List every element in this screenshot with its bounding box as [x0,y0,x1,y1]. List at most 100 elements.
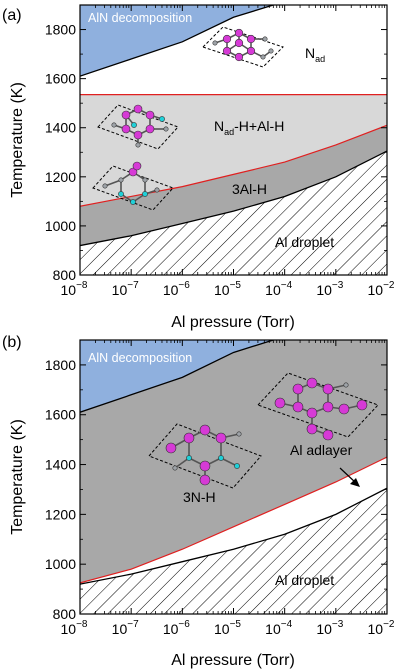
n-atom [246,46,256,56]
al-atom [118,177,124,183]
region-b-n-h [80,340,387,583]
x-tick-label: 10−7 [112,619,139,637]
y-tick-label: 1400 [45,457,76,473]
n-atom [322,429,334,441]
al-atom [111,122,117,128]
x-axis-label-b: Al pressure (Torr) [171,652,295,669]
unit-cell-outline [257,372,379,438]
y-tick-label: 1800 [45,357,76,373]
h-atom [186,455,192,461]
h-atom [142,191,148,197]
al-atom [135,142,141,148]
al-atom [260,54,266,60]
x-tick-label: 10−5 [214,280,241,298]
n-atom [145,124,155,134]
label-a-nad-h: Nad-H+Al-H [214,118,284,137]
x-tick-label: 10−5 [214,619,241,637]
n-atom [234,28,244,38]
y-tick-label: 800 [53,267,77,283]
n-atom [132,161,142,171]
x-tick-label: 10−4 [265,619,292,637]
n-atom [215,432,227,444]
al-atom [236,431,242,437]
n-atom [199,474,211,486]
structure-inset-n-h [148,423,262,489]
h-atom [159,116,165,122]
panel-b: (b) 10−8 10−7 10−6 10−5 10−4 10−3 10−2 800 1000… [2,334,395,669]
label-a-nad: Nad [305,45,325,64]
structure-inset-nad-h [97,104,179,150]
region-b-droplet [80,488,387,614]
x-tick-label: 10−7 [112,280,139,298]
h-atom [234,463,240,469]
n-atom [222,34,232,44]
n-atom [246,34,256,44]
x-tick-label: 10−2 [368,619,395,637]
line-b-droplet [80,487,387,585]
h-atom [118,191,124,197]
label-a-al-h: 3Al-H [232,181,267,197]
n-atom [292,401,304,413]
h-atom [218,455,224,461]
y-axis-label-b: Temperature (K) [9,419,26,535]
n-atom [199,460,211,472]
line-b-red-boundary [80,456,387,584]
panel-a: (a) 10−8 10−7 10−6 10−5 10−4 10−3 10−2 800 1000… [2,4,395,331]
n-atom [199,424,211,436]
n-atom [121,124,131,134]
n-atom [274,397,286,409]
line-b-decomposition [80,340,274,413]
x-tick-label: 10−4 [265,280,292,298]
al-atom [163,126,169,132]
n-atom [356,399,368,411]
al-atom [343,382,349,388]
label-b-droplet: Al droplet [275,572,334,588]
line-a-red-boundary [80,124,387,207]
region-a-al-h [80,125,387,246]
n-atom [128,167,138,177]
y-tick-label: 1800 [45,22,76,38]
y-tick-label: 1600 [45,407,76,423]
region-a-droplet [80,151,387,275]
y-tick-label: 1000 [45,218,76,234]
al-atom [212,40,218,46]
n-atom [306,377,318,389]
x-axis-label-a: Al pressure (Torr) [171,314,295,331]
structure-inset-al-h [92,161,174,211]
x-tick-label: 10−8 [61,619,88,637]
x-tick-label: 10−6 [163,280,190,298]
unit-cell-outline [148,423,262,489]
n-atom [338,403,350,415]
label-b-n-h: 3N-H [183,489,216,505]
n-atom [292,383,304,395]
y-tick-label: 1600 [45,71,76,87]
label-b-decomposition: AlN decomposition [88,351,192,365]
x-ticks-b: 10−8 10−7 10−6 10−5 10−4 10−3 10−2 [61,340,395,637]
al-atom [172,465,178,471]
structure-inset-nad [202,26,284,68]
line-a-decomposition [80,5,274,77]
x-tick-label: 10−3 [316,619,343,637]
y-axis-label-a: Temperature (K) [9,82,26,198]
n-atom [121,110,131,120]
panel-label-b: (b) [2,334,22,351]
adlayer-arrow [339,467,360,487]
x-tick-label: 10−8 [61,280,88,298]
region-b-decomposition [80,340,274,413]
y-tick-label: 1000 [45,556,76,572]
al-atom [102,183,108,189]
n-atom [183,432,195,444]
y-ticks-b: 800 1000 1200 1400 1600 1800 [45,357,387,622]
x-tick-label: 10−2 [368,280,395,298]
n-atom [234,52,244,62]
n-atom [222,46,232,56]
n-atom [165,442,177,454]
h-atom [131,122,137,128]
x-ticks-a: 10−8 10−7 10−6 10−5 10−4 10−3 10−2 [61,5,395,298]
al-atom [154,187,160,193]
y-tick-label: 800 [53,606,77,622]
panel-label-a: (a) [2,7,22,24]
al-atom [268,48,274,54]
y-tick-label: 1400 [45,120,76,136]
